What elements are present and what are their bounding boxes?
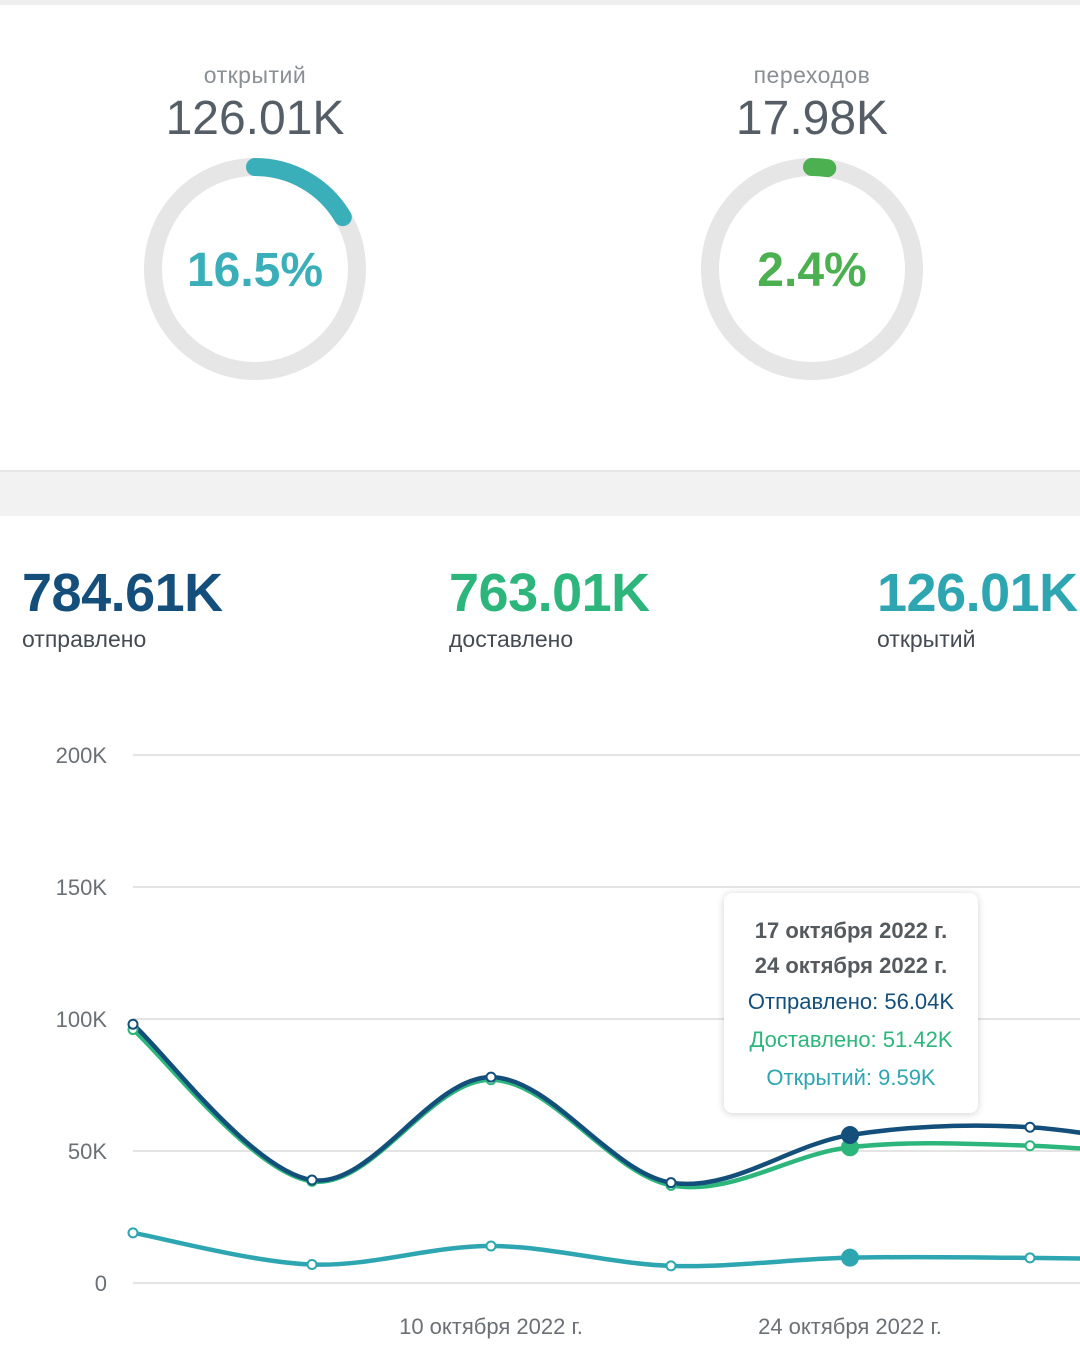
stat-label: доставлено — [449, 626, 574, 652]
y-tick-label: 0 — [95, 1271, 107, 1296]
tooltip-delivered: Доставлено: 51.42K — [749, 1027, 953, 1052]
stat-label: открытий — [877, 626, 976, 652]
tooltip-opened: Открытий: 9.59K — [766, 1065, 936, 1090]
data-point — [1024, 1121, 1036, 1133]
data-point — [1024, 1140, 1036, 1152]
data-point — [841, 1126, 859, 1145]
x-tick-label: 10 октября 2022 г. — [399, 1314, 583, 1339]
gauge-label: открытий — [203, 62, 307, 88]
chart-tooltip: 17 октября 2022 г. 24 октября 2022 г. От… — [724, 893, 978, 1113]
stat-label: отправлено — [22, 626, 147, 652]
gauge-value: 17.98K — [735, 92, 889, 145]
data-point — [127, 1018, 139, 1030]
x-tick-label: 24 октября 2022 г. — [758, 1314, 942, 1339]
tooltip-date-start: 17 октября 2022 г. — [754, 918, 948, 943]
section-divider — [0, 470, 1080, 516]
clicks-gauge: переходов 17.98K 2.4% — [662, 62, 962, 384]
top-divider — [0, 0, 1080, 5]
data-point — [306, 1259, 318, 1271]
tooltip-date-end: 24 октября 2022 г. — [754, 953, 948, 978]
stat-value: 784.61K — [22, 563, 223, 623]
data-point — [1024, 1252, 1036, 1264]
data-point — [665, 1177, 677, 1189]
y-tick-label: 100K — [56, 1007, 108, 1032]
stat-opened: 126.01K открытий — [877, 562, 1078, 653]
y-tick-label: 150K — [56, 875, 108, 900]
stat-value: 126.01K — [877, 563, 1078, 623]
y-tick-label: 200K — [56, 743, 108, 768]
y-tick-label: 50K — [68, 1139, 107, 1164]
clicks-ring-progress — [701, 158, 923, 380]
clicks-ring: 2.4% — [701, 158, 923, 380]
opens-ring-progress — [144, 158, 366, 380]
data-point — [485, 1240, 497, 1252]
line-chart: 200K 150K 100K 50K 0 10 октября 2022 г. 24 ок… — [56, 743, 1080, 1339]
data-point — [127, 1227, 139, 1239]
gauge-label: переходов — [753, 62, 871, 88]
opens-percent: 16.5% — [187, 244, 323, 297]
stat-sent: 784.61K отправлено — [22, 562, 223, 653]
data-point — [841, 1248, 859, 1267]
series-line-opened — [132, 1230, 1080, 1269]
gauge-value: 126.01K — [165, 92, 345, 145]
clicks-percent: 2.4% — [757, 244, 866, 297]
stat-value: 763.01K — [449, 563, 650, 623]
tooltip-sent: Отправлено: 56.04K — [747, 989, 955, 1014]
stat-delivered: 763.01K доставлено — [449, 562, 650, 653]
data-point — [306, 1174, 318, 1186]
data-point — [665, 1260, 677, 1272]
opens-ring: 16.5% — [144, 158, 366, 380]
opens-gauge: открытий 126.01K 16.5% — [105, 62, 405, 384]
data-point — [485, 1071, 497, 1083]
